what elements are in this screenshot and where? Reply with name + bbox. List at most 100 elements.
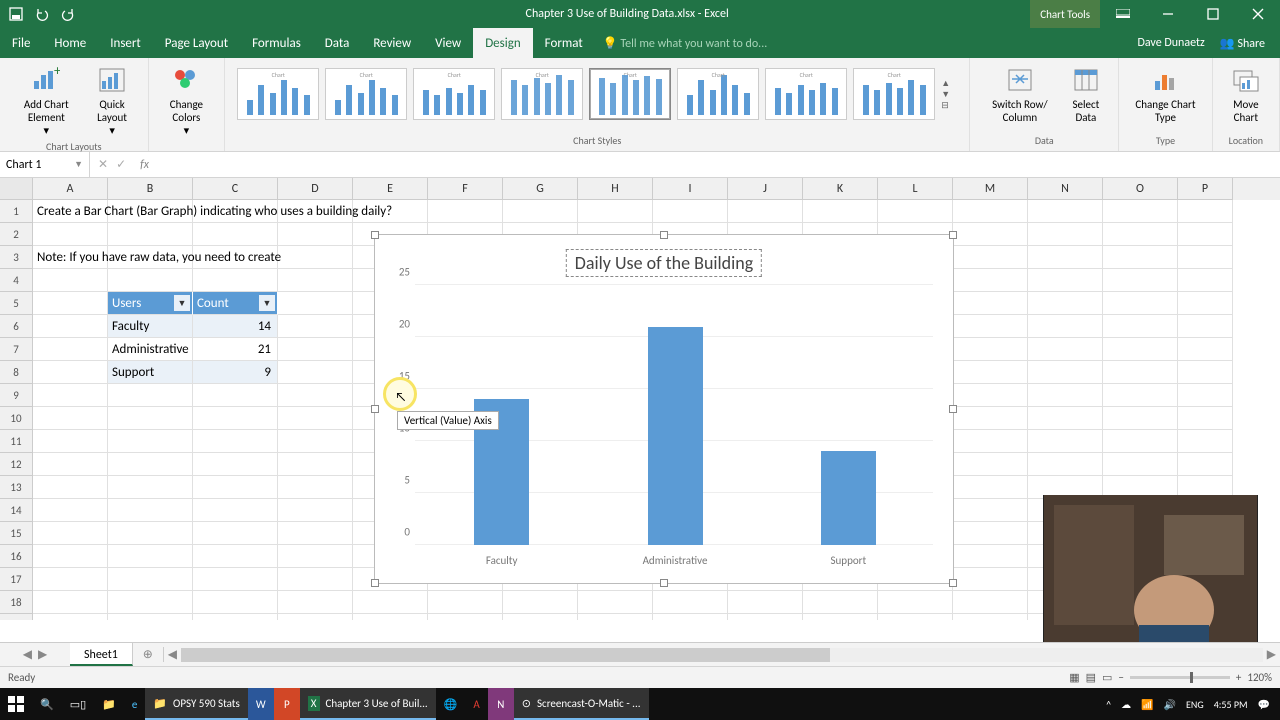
menu-tab-design[interactable]: Design: [473, 28, 532, 58]
redo-icon[interactable]: [60, 6, 76, 22]
name-box[interactable]: Chart 1▼: [0, 152, 90, 177]
cell-O7[interactable]: [1103, 338, 1178, 361]
cell-D12[interactable]: [278, 453, 353, 476]
row-header-1[interactable]: 1: [0, 200, 33, 223]
row-header-18[interactable]: 18: [0, 591, 33, 614]
tray-notifications-icon[interactable]: 💬: [1258, 698, 1270, 711]
start-button[interactable]: [0, 688, 32, 720]
bar-support[interactable]: [821, 451, 876, 545]
chart-style-5[interactable]: Chart: [589, 68, 671, 120]
hscrollbar[interactable]: [181, 648, 1263, 662]
cell-A19[interactable]: [33, 614, 108, 620]
tray-onedrive-icon[interactable]: ☁: [1121, 698, 1131, 711]
cell-N8[interactable]: [1028, 361, 1103, 384]
task-view-icon[interactable]: ▭▯: [62, 688, 94, 720]
cell-B4[interactable]: [108, 269, 193, 292]
row-header-2[interactable]: 2: [0, 223, 33, 246]
menu-tab-page-layout[interactable]: Page Layout: [153, 28, 240, 58]
hscroll-right-icon[interactable]: ▶: [1267, 647, 1276, 662]
row-header-10[interactable]: 10: [0, 407, 33, 430]
chart-style-3[interactable]: Chart: [413, 68, 495, 120]
explorer-icon[interactable]: 📁: [94, 688, 124, 720]
page-layout-view-icon[interactable]: ▤: [1086, 671, 1096, 684]
taskbar-excel[interactable]: X Chapter 3 Use of Buil...: [300, 688, 436, 720]
taskbar-folder[interactable]: 📁 OPSY 590 Stats: [145, 688, 247, 720]
menu-tab-data[interactable]: Data: [313, 28, 362, 58]
save-icon[interactable]: [8, 6, 24, 22]
col-header-P[interactable]: P: [1178, 178, 1233, 200]
menu-tab-review[interactable]: Review: [361, 28, 423, 58]
word-icon[interactable]: W: [248, 688, 274, 720]
cell-N7[interactable]: [1028, 338, 1103, 361]
cell-D9[interactable]: [278, 384, 353, 407]
onenote-icon[interactable]: N: [488, 688, 514, 720]
cell-M11[interactable]: [953, 430, 1028, 453]
cell-M14[interactable]: [953, 499, 1028, 522]
cell-A4[interactable]: [33, 269, 108, 292]
cell-E18[interactable]: [353, 591, 428, 614]
cell-F18[interactable]: [428, 591, 503, 614]
enter-formula-icon[interactable]: ✓: [116, 157, 126, 172]
cell-I19[interactable]: [653, 614, 728, 620]
cell-M1[interactable]: [953, 200, 1028, 223]
cell-C10[interactable]: [193, 407, 278, 430]
sheet-nav-next-icon[interactable]: ▶: [38, 647, 47, 662]
chart-style-8[interactable]: Chart: [853, 68, 935, 120]
row-header-5[interactable]: 5: [0, 292, 33, 315]
cell-O3[interactable]: [1103, 246, 1178, 269]
cell-C9[interactable]: [193, 384, 278, 407]
menu-tab-file[interactable]: File: [0, 28, 42, 58]
cell-N9[interactable]: [1028, 384, 1103, 407]
cell-P3[interactable]: [1178, 246, 1233, 269]
cell-P5[interactable]: [1178, 292, 1233, 315]
cell-D4[interactable]: [278, 269, 353, 292]
col-header-K[interactable]: K: [803, 178, 878, 200]
zoom-level[interactable]: 120%: [1247, 671, 1272, 684]
cell-M15[interactable]: [953, 522, 1028, 545]
hscroll-left-icon[interactable]: ◀: [168, 647, 177, 662]
cell-O4[interactable]: [1103, 269, 1178, 292]
row-header-7[interactable]: 7: [0, 338, 33, 361]
cancel-formula-icon[interactable]: ✕: [98, 157, 108, 172]
edge-icon[interactable]: e: [124, 688, 145, 720]
col-header-M[interactable]: M: [953, 178, 1028, 200]
cell-K19[interactable]: [803, 614, 878, 620]
cell-P2[interactable]: [1178, 223, 1233, 246]
cell-A3[interactable]: Note: If you have raw data, you need to …: [33, 246, 108, 269]
cell-C17[interactable]: [193, 568, 278, 591]
cell-G19[interactable]: [503, 614, 578, 620]
cell-H18[interactable]: [578, 591, 653, 614]
switch-row-column-button[interactable]: Switch Row/ Column: [978, 62, 1061, 126]
row-header-4[interactable]: 4: [0, 269, 33, 292]
add-chart-element-button[interactable]: + Add Chart Element ▾: [8, 62, 85, 140]
chart-style-2[interactable]: Chart: [325, 68, 407, 120]
chart-styles-gallery[interactable]: ChartChartChartChartChartChartChartChart…: [233, 62, 961, 126]
cell-B2[interactable]: [108, 223, 193, 246]
share-button[interactable]: 👥 Share: [1220, 36, 1265, 51]
cell-P10[interactable]: [1178, 407, 1233, 430]
cell-P11[interactable]: [1178, 430, 1233, 453]
cell-M5[interactable]: [953, 292, 1028, 315]
cell-D14[interactable]: [278, 499, 353, 522]
cortana-search-icon[interactable]: 🔍: [32, 688, 62, 720]
col-header-O[interactable]: O: [1103, 178, 1178, 200]
cell-A11[interactable]: [33, 430, 108, 453]
cell-M16[interactable]: [953, 545, 1028, 568]
cell-P9[interactable]: [1178, 384, 1233, 407]
sheet-tab-sheet1[interactable]: Sheet1: [70, 643, 133, 666]
cell-J19[interactable]: [728, 614, 803, 620]
menu-tab-insert[interactable]: Insert: [98, 28, 153, 58]
cell-N12[interactable]: [1028, 453, 1103, 476]
close-icon[interactable]: [1235, 0, 1280, 28]
cell-A8[interactable]: [33, 361, 108, 384]
cell-K18[interactable]: [803, 591, 878, 614]
col-header-J[interactable]: J: [728, 178, 803, 200]
cell-A6[interactable]: [33, 315, 108, 338]
cell-N6[interactable]: [1028, 315, 1103, 338]
cell-A5[interactable]: [33, 292, 108, 315]
select-data-button[interactable]: Select Data: [1062, 62, 1111, 126]
col-header-L[interactable]: L: [878, 178, 953, 200]
cell-D7[interactable]: [278, 338, 353, 361]
tray-wifi-icon[interactable]: 📶: [1141, 698, 1153, 711]
cell-N10[interactable]: [1028, 407, 1103, 430]
